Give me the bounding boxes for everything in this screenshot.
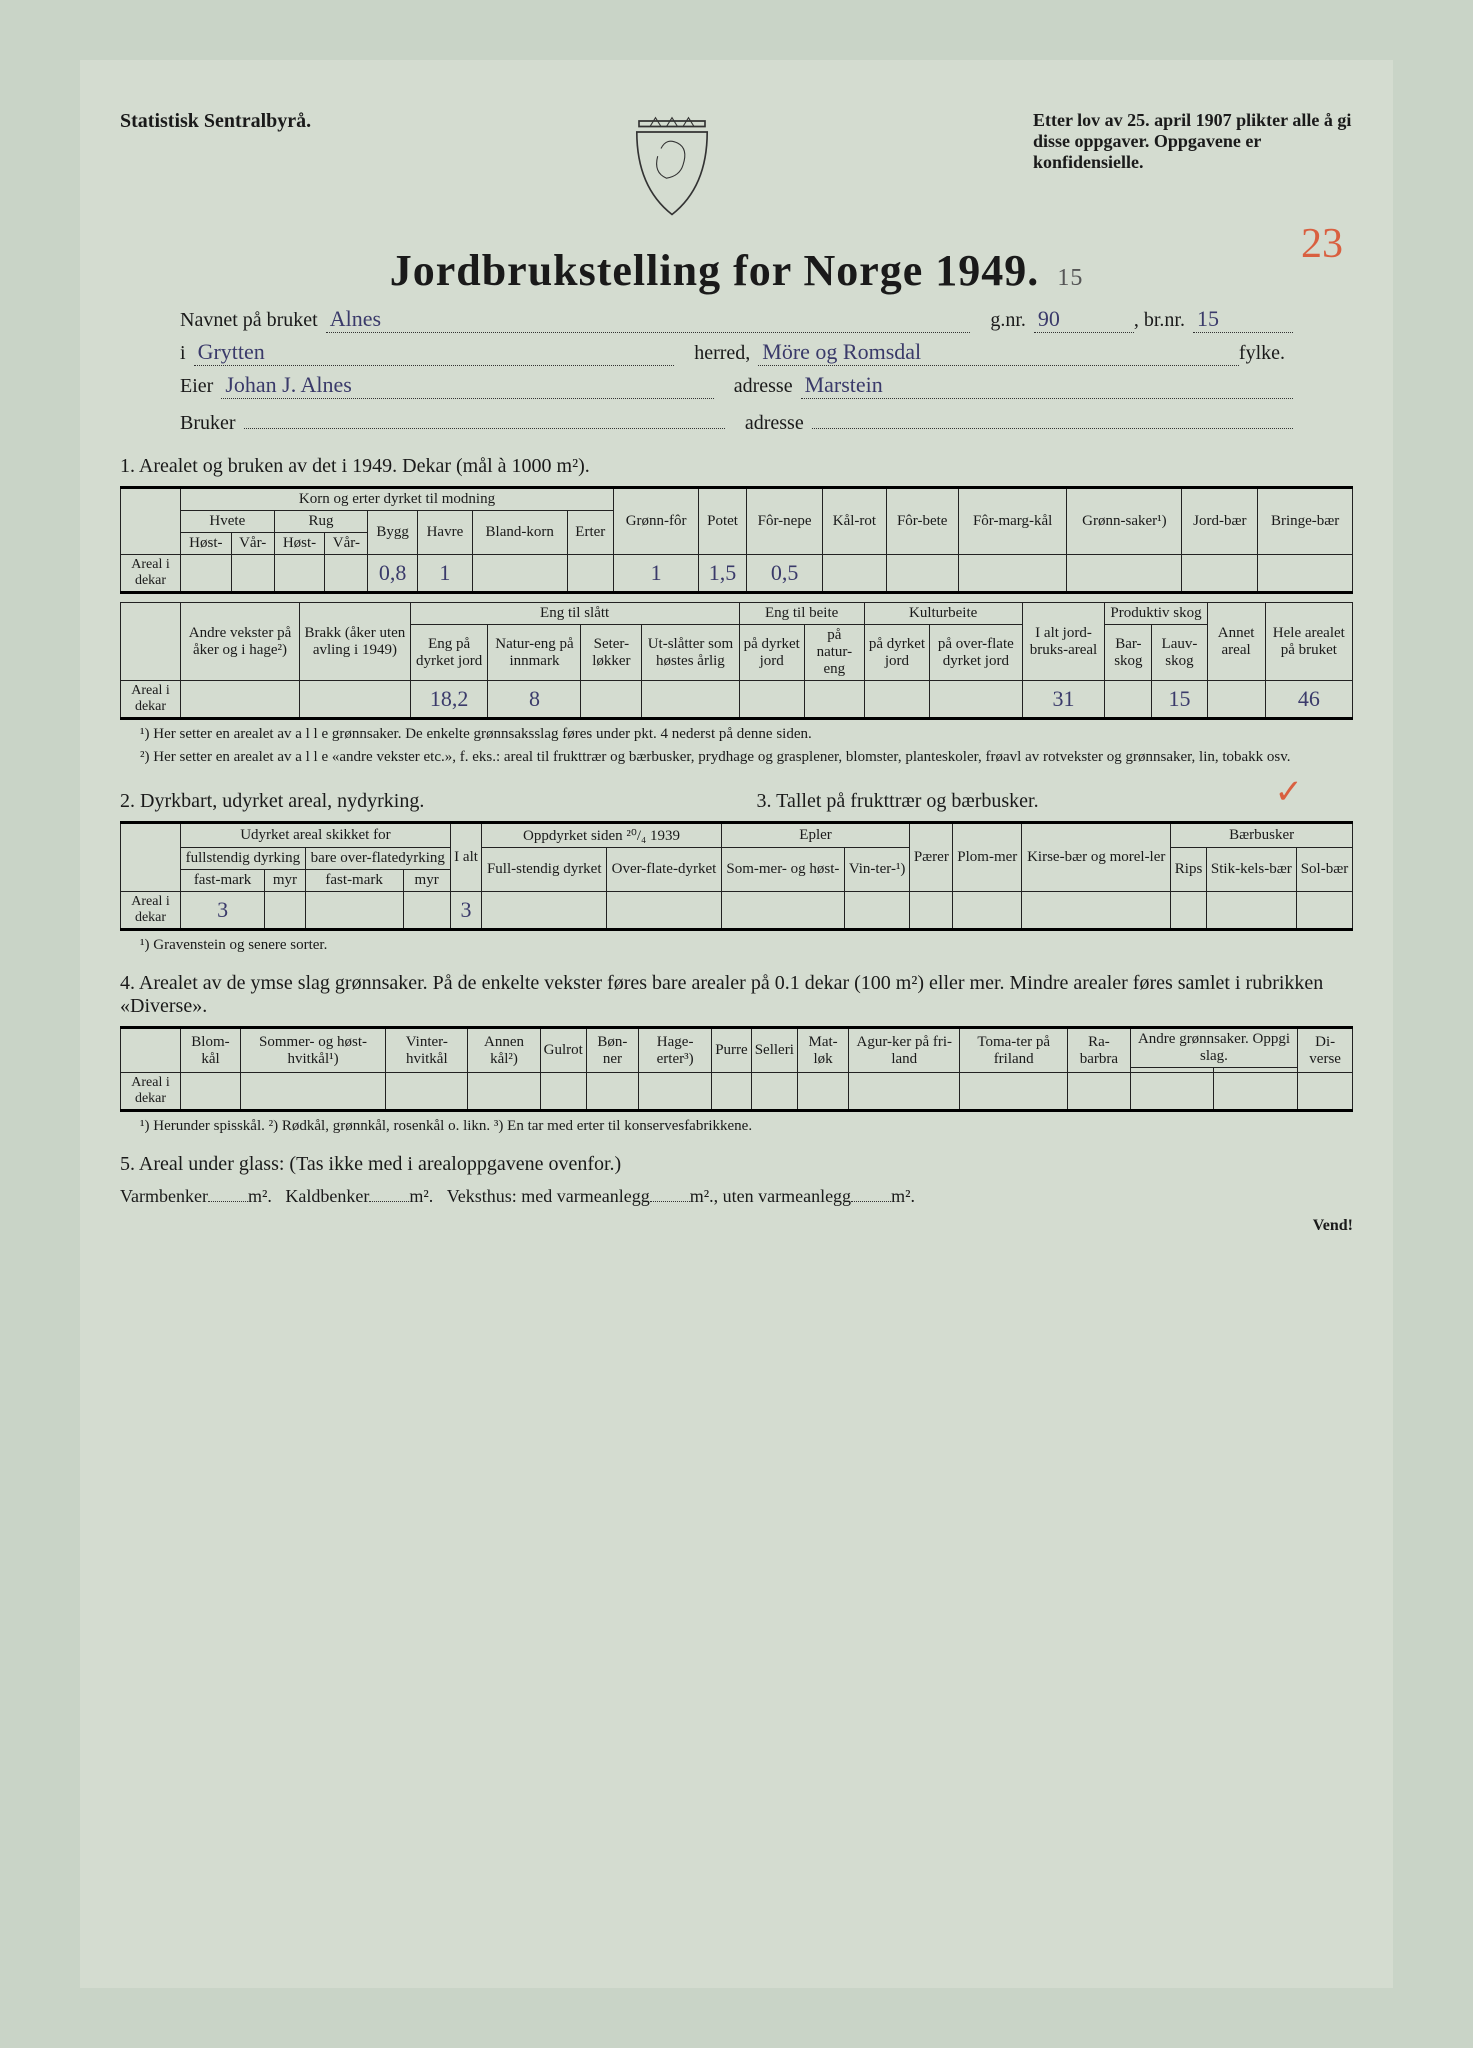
page-title: Jordbrukstelling for Norge 1949. 15 [120, 245, 1353, 296]
identity-fields: Navnet på bruket Alnes g.nr. 90 , br.nr.… [180, 306, 1293, 435]
field-veksthus-med[interactable] [650, 1201, 690, 1202]
field-i[interactable]: Grytten [194, 339, 675, 366]
label-navnet: Navnet på bruket [180, 309, 318, 332]
check-mark-icon: ✓ [1275, 772, 1304, 812]
field-kaldbenker[interactable] [369, 1201, 409, 1202]
title-hand-annotation: 15 [1057, 265, 1083, 291]
label-eier: Eier [180, 375, 213, 398]
cell-hele[interactable]: 46 [1265, 681, 1352, 719]
section-2-head: 2. Dyrkbart, udyrket areal, nydyrking. [120, 790, 717, 813]
cell-natureng[interactable]: 8 [488, 681, 581, 719]
footnote-4: ¹) Herunder spisskål. ²) Rødkål, grønnkå… [140, 1118, 1353, 1135]
field-bruker[interactable] [244, 405, 725, 429]
cell-ialt[interactable]: 31 [1022, 681, 1105, 719]
table-4: Blom-kål Sommer- og høst-hvitkål¹) Vinte… [120, 1026, 1353, 1112]
coat-of-arms-icon [627, 110, 717, 225]
cell-eng-dyrket[interactable]: 18,2 [410, 681, 488, 719]
section-5-head: 5. Areal under glass: (Tas ikke med i ar… [120, 1153, 1353, 1176]
label-herred: herred, [694, 342, 750, 365]
cell-fornepe[interactable]: 0,5 [746, 555, 822, 593]
section-4-head: 4. Arealet av de ymse slag grønnsaker. P… [120, 972, 1353, 1018]
label-brnr: , br.nr. [1134, 309, 1185, 332]
field-brnr[interactable]: 15 [1193, 306, 1293, 333]
table-2-3: Udyrket areal skikket for I alt Oppdyrke… [120, 821, 1353, 931]
section-1-head: 1. Arealet og bruken av det i 1949. Deka… [120, 455, 1353, 478]
field-eier[interactable]: Johan J. Alnes [221, 372, 713, 399]
table-1b: Andre vekster på åker og i hage²) Brakk … [120, 602, 1353, 720]
field-gnr[interactable]: 90 [1034, 306, 1134, 333]
th-korn-group: Korn og erter dyrket til modning [181, 488, 614, 511]
label-i: i [180, 342, 186, 365]
label-fylke-suffix: fylke. [1239, 342, 1285, 365]
label-bruker: Bruker [180, 412, 236, 435]
cell-lauvskog[interactable]: 15 [1152, 681, 1207, 719]
footnote-2: ²) Her setter en arealet av a l l e «and… [140, 749, 1353, 766]
field-adresse2[interactable] [812, 405, 1293, 429]
cell-gronnfor[interactable]: 1 [614, 555, 699, 593]
agency-name: Statistisk Sentralbyrå. [120, 110, 311, 133]
table-1a: Korn og erter dyrket til modning Grønn-f… [120, 486, 1353, 594]
section-5-fields: Varmbenkerm². Kaldbenkerm². Veksthus: me… [120, 1186, 1353, 1207]
footnote-1: ¹) Her setter en arealet av a l l e grøn… [140, 726, 1353, 743]
label-adresse: adresse [734, 375, 793, 398]
field-veksthus-uten[interactable] [851, 1201, 891, 1202]
table-row: Areal i dekar 3 3 [121, 892, 1353, 930]
field-varmbenker[interactable] [208, 1201, 248, 1202]
table-row: Areal i dekar 0,8 1 1 1,5 0,5 [121, 555, 1353, 593]
field-adresse[interactable]: Marstein [801, 372, 1293, 399]
handwritten-page-number: 23 [1301, 220, 1343, 268]
cell-potet[interactable]: 1,5 [699, 555, 747, 593]
turn-page-label: Vend! [120, 1217, 1353, 1235]
cell-fastmark[interactable]: 3 [181, 892, 265, 930]
cell-havre[interactable]: 1 [418, 555, 473, 593]
table-row: Areal i dekar [121, 1073, 1353, 1111]
cell-bygg[interactable]: 0,8 [368, 555, 418, 593]
label-gnr: g.nr. [990, 309, 1026, 332]
section-3-head: 3. Tallet på frukttrær og bærbusker. [757, 790, 1354, 813]
footnote-3: ¹) Gravenstein og senere sorter. [140, 937, 1353, 954]
label-adresse2: adresse [745, 412, 804, 435]
table-row: Areal i dekar 18,2 8 31 15 46 [121, 681, 1353, 719]
legal-notice: Etter lov av 25. april 1907 plikter alle… [1033, 110, 1353, 173]
field-navnet[interactable]: Alnes [326, 306, 971, 333]
field-fylke[interactable]: Möre og Romsdal [758, 339, 1239, 366]
cell-ialt2[interactable]: 3 [450, 892, 482, 930]
